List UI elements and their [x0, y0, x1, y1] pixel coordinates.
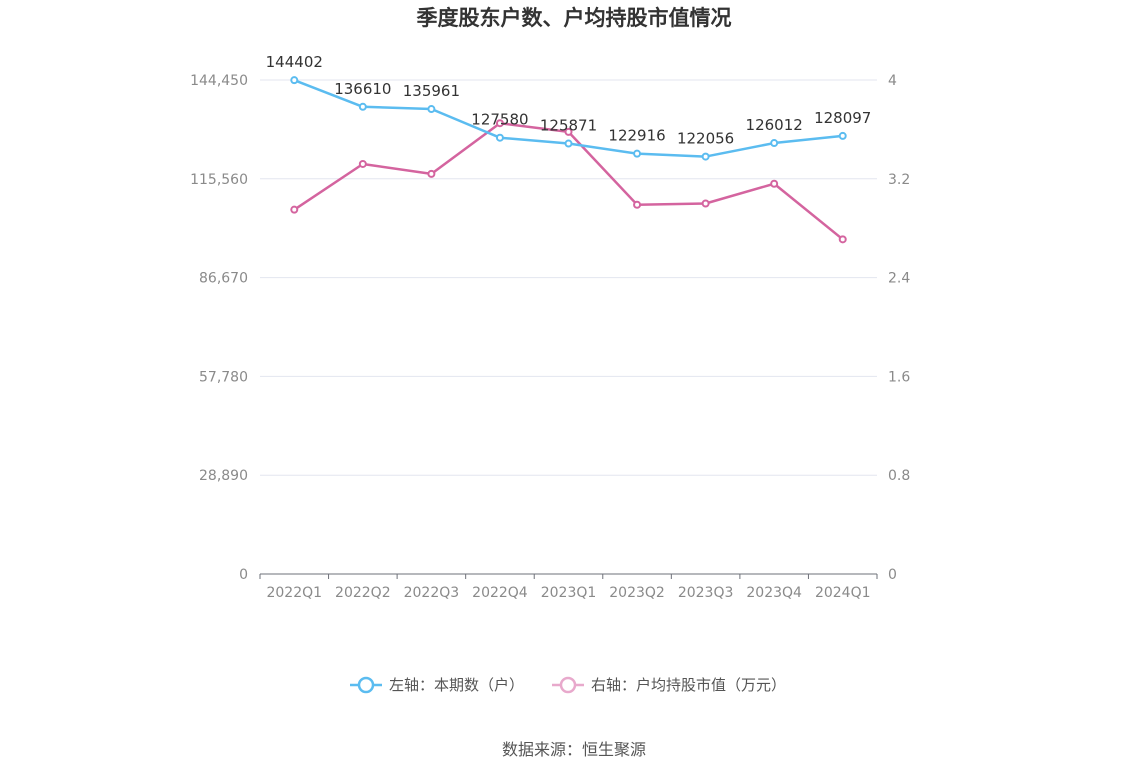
left-axis-tick-label: 115,560	[190, 172, 248, 188]
source-note: 数据来源：恒生聚源	[502, 740, 646, 759]
data-point-right	[290, 205, 299, 214]
data-point-left	[290, 76, 299, 85]
x-axis-tick-label: 2023Q3	[678, 585, 734, 601]
data-point-left	[564, 139, 573, 148]
x-axis-tick-label: 2023Q1	[541, 585, 597, 601]
data-point-right	[701, 199, 710, 208]
data-labels: 144402 136610 135961 127580 125871 122916 1220…	[266, 53, 872, 147]
data-label: 122056	[677, 130, 734, 148]
data-point-left	[701, 152, 710, 161]
data-label: 125871	[540, 117, 597, 135]
x-axis-tick-label: 2022Q1	[266, 585, 322, 601]
data-label: 126012	[746, 116, 803, 134]
data-point-left	[495, 133, 504, 142]
data-point-right	[770, 179, 779, 188]
data-point-right	[838, 235, 847, 244]
data-label: 136610	[334, 80, 391, 98]
legend-marker-0	[357, 676, 375, 694]
right-axis-tick-label: 0	[888, 567, 897, 583]
data-label: 127580	[471, 111, 528, 129]
grid	[260, 79, 877, 476]
axes: 0 0 28,890 0.8 57,780 1.6 86,670 2.4 115,560 3.2 1…	[190, 73, 910, 601]
data-point-right	[633, 200, 642, 209]
x-axis-tick-label: 2023Q2	[609, 585, 665, 601]
legend-label-1: 右轴：户均持股市值（万元）	[591, 676, 786, 694]
data-point-right	[427, 169, 436, 178]
left-axis-tick-label: 0	[239, 567, 248, 583]
x-axis-tick-label: 2022Q2	[335, 585, 391, 601]
right-axis-tick-label: 4	[888, 73, 897, 89]
chart-title: 季度股东户数、户均持股市值情况	[417, 6, 732, 30]
data-label: 144402	[266, 53, 323, 71]
left-axis-tick-label: 86,670	[199, 271, 248, 287]
data-label: 135961	[403, 82, 460, 100]
data-label: 128097	[814, 109, 871, 127]
data-point-left	[838, 131, 847, 140]
left-axis-tick-label: 28,890	[199, 468, 248, 484]
data-point-right	[495, 119, 504, 128]
left-axis-tick-label: 57,780	[199, 369, 248, 385]
legend: 左轴：本期数（户） 右轴：户均持股市值（万元）	[350, 676, 786, 694]
x-axis-tick-label: 2022Q3	[404, 585, 460, 601]
x-axis-tick-label: 2022Q4	[472, 585, 528, 601]
data-label: 122916	[608, 127, 665, 145]
data-point-right	[564, 127, 573, 136]
data-point-left	[633, 149, 642, 158]
right-axis-tick-label: 3.2	[888, 172, 910, 188]
data-point-left	[358, 102, 367, 111]
data-point-left	[427, 105, 436, 114]
x-axis-tick-label: 2024Q1	[815, 585, 871, 601]
legend-marker-1	[559, 676, 577, 694]
left-axis-tick-label: 144,450	[190, 73, 248, 89]
series-layer	[290, 76, 847, 244]
x-axis-tick-label: 2023Q4	[746, 585, 802, 601]
right-axis-tick-label: 0.8	[888, 468, 910, 484]
right-axis-tick-label: 2.4	[888, 271, 910, 287]
data-point-right	[358, 159, 367, 168]
legend-label-0: 左轴：本期数（户）	[389, 676, 524, 694]
right-axis-tick-label: 1.6	[888, 369, 910, 385]
data-point-left	[770, 139, 779, 148]
